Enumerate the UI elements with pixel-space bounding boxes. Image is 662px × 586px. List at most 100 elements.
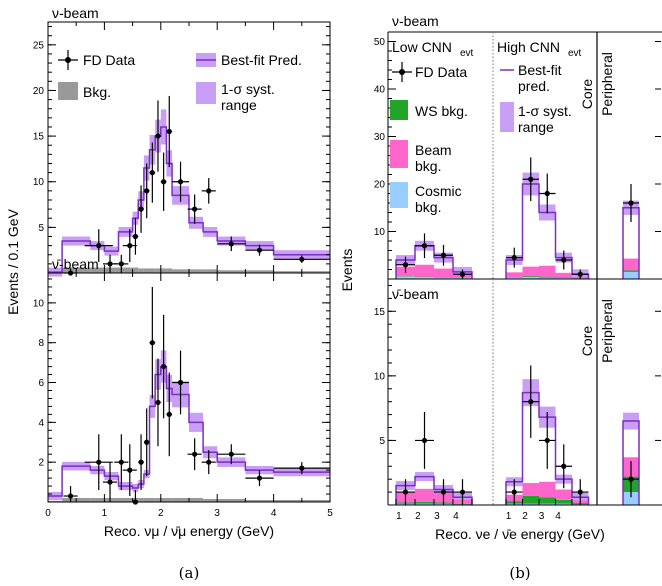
data-point bbox=[440, 252, 447, 258]
data-point bbox=[561, 463, 567, 469]
bkg-beam-bar bbox=[415, 264, 434, 277]
bkg-cosmic-bar bbox=[522, 503, 539, 505]
bkg-bar bbox=[217, 270, 246, 273]
chart-b-panel-1: 10 20 30 40 50 Core Peripheral ν-beam bbox=[374, 13, 662, 280]
data-point bbox=[192, 206, 198, 212]
bkg-cosmic-bar bbox=[434, 277, 453, 279]
x-tick-label: 1 bbox=[102, 508, 108, 519]
bkg-beam-bar bbox=[522, 483, 539, 496]
peripheral-label: Peripheral bbox=[599, 299, 615, 363]
y-tick-label: 20 bbox=[33, 86, 45, 97]
y-tick-label: 10 bbox=[33, 177, 45, 188]
data-point bbox=[161, 179, 167, 185]
bkg-bar bbox=[149, 268, 156, 273]
bkg-bar bbox=[155, 498, 161, 502]
data-point bbox=[228, 451, 234, 457]
legend-ws-swatch bbox=[390, 100, 408, 120]
data-point bbox=[67, 493, 74, 499]
bkg-bar bbox=[166, 268, 173, 273]
y-axis-label: Events bbox=[339, 249, 355, 292]
y-tick-label: 10 bbox=[374, 371, 386, 382]
bkg-bar bbox=[155, 268, 161, 273]
data-point bbox=[228, 241, 234, 247]
y-tick-label: 20 bbox=[374, 180, 386, 191]
data-point bbox=[577, 489, 583, 495]
bkg-bar bbox=[143, 268, 150, 273]
bkg-cosmic-bar bbox=[623, 492, 639, 505]
high-cnn-label: High CNN bbox=[497, 39, 560, 55]
x-tick-label: 2 bbox=[158, 508, 164, 519]
data-point bbox=[544, 437, 550, 444]
beam-label: ν̄-beam bbox=[392, 286, 439, 302]
bkg-cosmic-bar bbox=[415, 503, 434, 505]
legend-pred-label: Best-fit Pred. bbox=[221, 52, 302, 68]
bkg-beam-bar bbox=[415, 488, 434, 502]
bkg-bar bbox=[189, 269, 204, 273]
bkg-beam-bar bbox=[434, 268, 453, 278]
x-tick-label: 4 bbox=[453, 511, 459, 522]
data-point bbox=[155, 399, 161, 406]
bkg-bar bbox=[118, 498, 133, 502]
bkg-beam-bar bbox=[555, 272, 572, 278]
peripheral-label: Peripheral bbox=[599, 52, 615, 116]
bkg-beam-bar bbox=[539, 265, 556, 277]
legend-cosmic-label: Cosmic bbox=[415, 183, 462, 199]
data-point bbox=[459, 489, 466, 495]
legend-data-marker bbox=[399, 69, 405, 75]
y-tick-label: 15 bbox=[374, 307, 386, 318]
data-point bbox=[149, 340, 155, 346]
data-point bbox=[132, 233, 139, 240]
y-tick-label: 30 bbox=[374, 132, 386, 143]
beam-label: ν-beam bbox=[392, 13, 439, 29]
bkg-cosmic-bar bbox=[506, 277, 523, 279]
x-tick-label: 1 bbox=[396, 511, 402, 522]
bkg-bar bbox=[217, 499, 246, 502]
data-point bbox=[206, 188, 212, 194]
bkg-bar bbox=[118, 267, 133, 273]
data-point bbox=[511, 255, 517, 261]
data-point bbox=[96, 459, 102, 465]
data-point bbox=[440, 489, 447, 495]
legend-syst-swatch bbox=[196, 82, 216, 104]
data-point bbox=[155, 133, 161, 139]
bkg-bar bbox=[172, 269, 189, 273]
data-point bbox=[402, 489, 409, 495]
data-point bbox=[206, 459, 212, 465]
data-point bbox=[107, 261, 113, 267]
x-tick-label: 5 bbox=[327, 508, 333, 519]
data-point bbox=[528, 399, 534, 405]
legend-beam-label: Beam bbox=[415, 142, 452, 158]
data-point bbox=[192, 451, 198, 457]
data-point bbox=[299, 256, 305, 262]
data-point bbox=[256, 475, 263, 481]
bkg-cosmic-bar bbox=[623, 271, 639, 279]
data-point bbox=[118, 459, 124, 465]
bkg-bar bbox=[90, 498, 105, 502]
data-point bbox=[628, 476, 634, 482]
bkg-ws-bar bbox=[522, 276, 539, 278]
data-point bbox=[177, 379, 184, 386]
bkg-bar bbox=[104, 267, 119, 273]
low-cnn-label: Low CNN bbox=[392, 39, 452, 55]
bkg-beam-bar bbox=[539, 481, 556, 498]
x-tick-label: 0 bbox=[45, 508, 51, 519]
legend-syst-label: 1-σ syst. bbox=[518, 103, 572, 119]
y-tick-label: 5 bbox=[38, 223, 44, 234]
data-point bbox=[149, 170, 155, 176]
data-point bbox=[528, 176, 534, 182]
data-point bbox=[628, 200, 634, 206]
bkg-bar bbox=[138, 268, 144, 273]
bkg-bar bbox=[245, 270, 274, 273]
best-fit-line bbox=[48, 126, 330, 273]
legend-pred-label: pred. bbox=[518, 78, 550, 94]
legend-cosmic-label: bkg. bbox=[415, 199, 441, 215]
x-axis-label: Reco. νμ / ν̄μ energy (GeV) bbox=[104, 523, 274, 539]
data-point bbox=[459, 271, 466, 277]
bkg-cosmic-bar bbox=[555, 503, 572, 505]
bkg-cosmic-bar bbox=[396, 276, 415, 279]
bkg-bar bbox=[245, 500, 274, 502]
y-tick-label: 10 bbox=[33, 298, 45, 309]
y-tick-label: 50 bbox=[374, 37, 386, 48]
x-axis-label: Reco. νe / ν̄e energy (GeV) bbox=[435, 526, 605, 542]
x-tick-label: 3 bbox=[539, 511, 545, 522]
